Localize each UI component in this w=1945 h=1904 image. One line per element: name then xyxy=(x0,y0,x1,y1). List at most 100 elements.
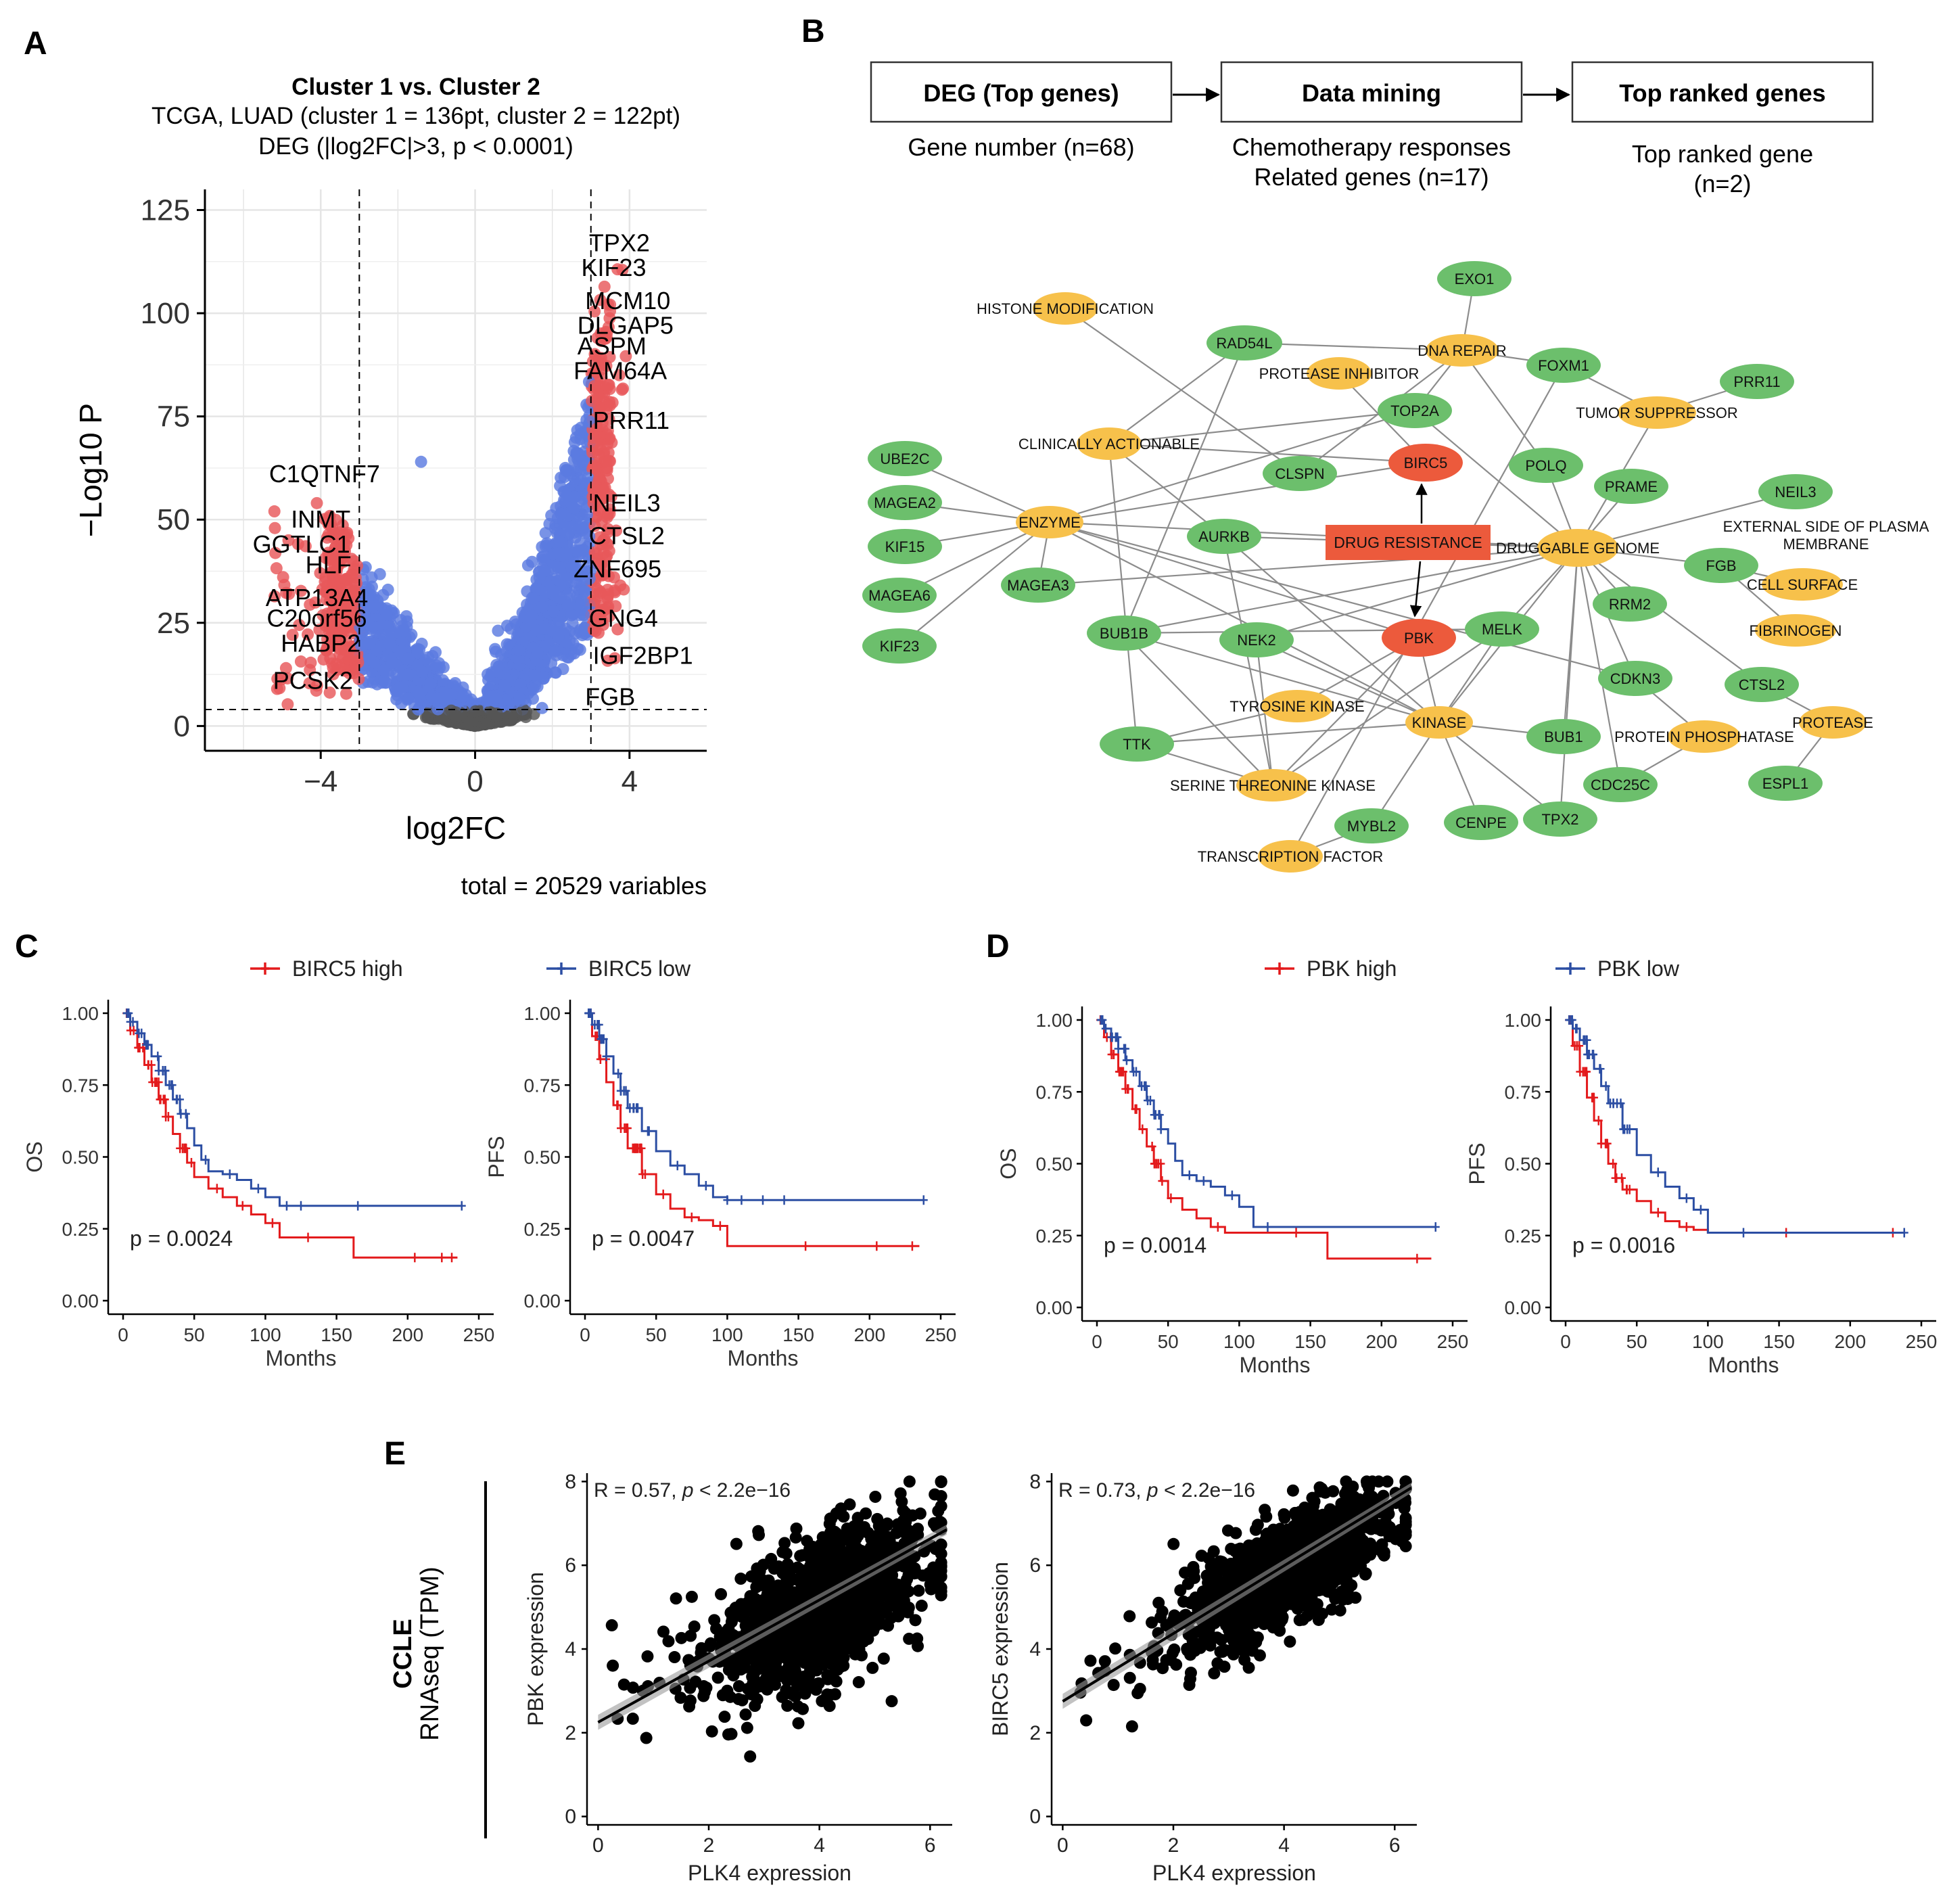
km-y-tick-label: 1.00 xyxy=(1036,1010,1073,1031)
km-censor-mark xyxy=(1739,1228,1748,1238)
scatter-point xyxy=(778,1537,791,1550)
scatter-point xyxy=(814,1545,826,1558)
km-censor-mark xyxy=(780,1195,789,1205)
km-p-value: p = 0.0014 xyxy=(1104,1233,1206,1257)
node-label: MAGEA2 xyxy=(874,494,936,511)
volcano-title: Cluster 1 vs. Cluster 2 xyxy=(291,74,540,100)
node-label: MELK xyxy=(1482,621,1522,638)
scatter-point xyxy=(935,1548,947,1560)
km-censor-mark xyxy=(1199,1176,1208,1186)
scatter-point xyxy=(722,1663,735,1676)
km-censor-mark xyxy=(268,1218,277,1228)
node-label: MAGEA3 xyxy=(1007,577,1069,594)
flow-box-title: Top ranked genes xyxy=(1619,79,1825,107)
scatter-point xyxy=(885,1695,898,1708)
km-censor-mark xyxy=(160,1094,169,1105)
scatter-point xyxy=(754,1573,767,1586)
node-label: RRM2 xyxy=(1609,596,1651,613)
scatter-y-tick-label: 0 xyxy=(565,1806,576,1828)
panel-label-c: C xyxy=(15,929,39,965)
volcano-point xyxy=(411,647,424,659)
km-censor-mark xyxy=(304,1232,312,1243)
volcano-point xyxy=(340,574,353,586)
node-label: PROTEASE INHIBITOR xyxy=(1259,365,1420,382)
km-censor-mark xyxy=(872,1241,881,1251)
km-x-tick-label: 250 xyxy=(925,1324,957,1345)
km-x-tick-label: 50 xyxy=(184,1324,205,1345)
scatter-point xyxy=(862,1592,875,1604)
volcano-point xyxy=(576,455,589,468)
network-edge xyxy=(1559,547,1579,820)
scatter-point xyxy=(732,1680,745,1693)
km-censor-mark xyxy=(225,1169,234,1179)
km-curve xyxy=(123,1012,458,1259)
node-label: HISTONE MODIFICATION xyxy=(977,300,1154,317)
scatter-point xyxy=(789,1531,802,1544)
node-label: CLSPN xyxy=(1275,465,1324,482)
gene-label: HABP2 xyxy=(281,629,360,657)
km-y-label: PFS xyxy=(484,1136,509,1178)
volcano-point xyxy=(513,644,525,657)
scatter-point xyxy=(640,1732,653,1744)
x-tick-label: 4 xyxy=(622,765,638,798)
km-censor-mark xyxy=(354,1201,362,1211)
km-censor-mark xyxy=(154,1051,162,1061)
km-censor-mark xyxy=(1696,1205,1705,1215)
km-x-tick-label: 250 xyxy=(1906,1331,1938,1352)
volcano-point xyxy=(367,620,379,633)
gene-label: PRR11 xyxy=(593,407,670,434)
km-x-tick-label: 150 xyxy=(782,1324,814,1345)
scatter-point xyxy=(929,1488,941,1501)
km-censor-mark xyxy=(1158,1176,1167,1186)
volcano-point xyxy=(379,617,392,630)
volcano-point xyxy=(492,624,505,637)
km-censor-mark xyxy=(1616,1098,1625,1109)
km-x-tick-label: 100 xyxy=(711,1324,743,1345)
km-censor-mark xyxy=(594,1020,603,1029)
scatter-point xyxy=(830,1527,843,1539)
volcano-point xyxy=(331,590,344,603)
km-censor-mark xyxy=(622,1123,630,1133)
gene-label: TPX2 xyxy=(589,229,650,256)
scatter-point xyxy=(744,1589,757,1602)
volcano-subtitle-2: DEG (|log2FC|>3, p < 0.0001) xyxy=(258,133,573,160)
scatter-point xyxy=(730,1537,743,1550)
scatter-point xyxy=(772,1560,785,1573)
volcano-point xyxy=(548,666,561,679)
km-y-tick-label: 0.50 xyxy=(62,1147,99,1168)
node-label: PROTEIN PHOSPHATASE xyxy=(1614,728,1794,745)
scatter-point xyxy=(912,1584,925,1597)
km-legend-pbk: PBK high PBK low xyxy=(1265,956,1680,981)
scatter-point xyxy=(607,1659,619,1672)
volcano-point xyxy=(365,588,377,601)
km-censor-mark xyxy=(1654,1167,1662,1178)
km-censor-mark xyxy=(438,1253,446,1263)
flow-box-title: Data mining xyxy=(1302,79,1441,107)
gene-label: C1QTNF7 xyxy=(269,460,380,488)
node-label: PBK xyxy=(1404,630,1434,647)
volcano-point xyxy=(333,649,346,661)
km-censor-mark xyxy=(1413,1253,1422,1263)
volcano-point xyxy=(555,507,567,520)
scatter-point xyxy=(822,1652,835,1665)
scatter-x-label: PLK4 expression xyxy=(688,1861,851,1885)
scatter-x-tick-label: 4 xyxy=(814,1834,825,1857)
km-censor-mark xyxy=(1213,1222,1222,1232)
km-y-tick-label: 0.75 xyxy=(524,1075,561,1096)
scatter-point xyxy=(798,1670,811,1683)
flow-box-subtitle: Chemotherapy responses xyxy=(1232,133,1511,161)
scatter-point xyxy=(724,1606,737,1619)
volcano-point xyxy=(380,608,393,621)
legend-cross xyxy=(557,962,565,975)
km-censor-mark xyxy=(1263,1222,1272,1232)
scatter-point xyxy=(825,1512,838,1525)
km-y-tick-label: 0.25 xyxy=(1036,1226,1073,1247)
gene-label: C20orf56 xyxy=(266,605,367,632)
volcano-point xyxy=(490,692,502,705)
km-censor-mark xyxy=(1227,1190,1236,1201)
scatter-point xyxy=(711,1671,724,1684)
km-x-tick-label: 150 xyxy=(321,1324,352,1345)
scatter-point xyxy=(797,1702,810,1715)
